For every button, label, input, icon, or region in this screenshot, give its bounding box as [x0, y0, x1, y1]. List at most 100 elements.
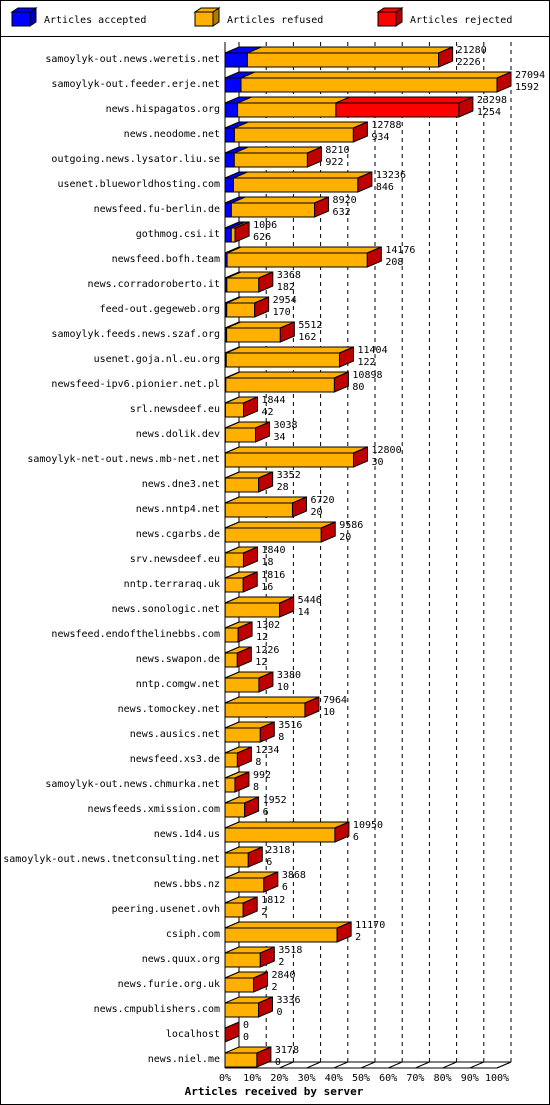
accepted-label: 0: [275, 1057, 281, 1068]
accepted-label: 8: [255, 757, 261, 768]
legend-swatch: [377, 11, 397, 27]
category-label: news.cmpublishers.com: [94, 1004, 220, 1015]
total-label: 1006: [253, 220, 277, 231]
bar-cap-shade: [337, 922, 352, 942]
category-label: news.quux.org: [142, 954, 220, 965]
category-label: newsfeeds.xmission.com: [88, 804, 220, 815]
bar-cap-shade: [238, 622, 253, 642]
bar-cap: [253, 971, 269, 993]
bar-segment: [224, 1002, 259, 1018]
bar-cap: [314, 196, 330, 218]
bar-segment: [224, 927, 338, 943]
bar-segment: [224, 877, 265, 893]
bar-cap-shade: [255, 422, 270, 442]
bar-top: [224, 921, 352, 929]
bar-top: [247, 46, 453, 54]
total-label: 3518: [278, 945, 302, 956]
total-label: 2840: [272, 970, 296, 981]
bar-cap-shade: [237, 647, 252, 667]
bar-segment: [224, 677, 260, 693]
bar-top: [224, 821, 350, 829]
accepted-label: 2: [355, 932, 361, 943]
category-label: nntp.terraraq.uk: [124, 579, 220, 590]
bar-segment: [224, 227, 232, 243]
total-label: 21280: [457, 45, 487, 56]
bar-segment: [232, 177, 359, 193]
category-label: samoylyk.feeds.news.szaf.org: [51, 329, 220, 340]
accepted-label: 18: [261, 557, 273, 568]
x-tick-label: 30%: [298, 1073, 316, 1084]
category-label: news.hispagatos.org: [106, 104, 220, 115]
accepted-label: 182: [277, 282, 295, 293]
bar-top: [231, 196, 329, 204]
legend-swatch-shade: [213, 8, 219, 26]
bar-cap-shade: [253, 972, 268, 992]
bar-cap: [496, 71, 512, 93]
bar-cap: [263, 871, 279, 893]
total-label: 1302: [256, 620, 280, 631]
bar-segment: [230, 202, 316, 218]
total-label: 3336: [276, 995, 300, 1006]
accepted-label: 20: [339, 532, 351, 543]
bar-cap-shade: [235, 222, 250, 242]
total-label: 8920: [333, 195, 357, 206]
bar-segment: [224, 77, 242, 93]
x-tick-label: 90%: [461, 1073, 479, 1084]
bar-cap: [243, 396, 259, 418]
accepted-label: 10: [277, 682, 289, 693]
bar-cap-shade: [256, 1047, 271, 1067]
bar-top: [234, 121, 368, 129]
accepted-label: 2: [272, 982, 278, 993]
accepted-label: 2: [278, 957, 284, 968]
category-label: news.sonologic.net: [112, 604, 220, 615]
legend-swatch: [11, 11, 31, 27]
total-label: 6720: [310, 495, 334, 506]
category-label: outgoing.news.lysator.liu.se: [51, 154, 220, 165]
bar-cap: [258, 271, 274, 293]
bar-cap: [279, 596, 295, 618]
bar-cap-shade: [258, 472, 273, 492]
category-label: samoylyk-net-out.news.mb-net.net: [27, 454, 220, 465]
category-label: news.corradoroberto.it: [88, 279, 220, 290]
bar-cap-shade: [357, 172, 372, 192]
x-tick-label: 0%: [219, 1073, 231, 1084]
accepted-label: 0: [243, 1032, 249, 1043]
bar-cap: [244, 796, 260, 818]
category-label: news.bbs.nz: [154, 879, 220, 890]
category-label: srl.newsdeef.eu: [130, 404, 220, 415]
total-label: 3038: [273, 420, 297, 431]
bar-segment: [224, 202, 232, 218]
bar-cap-shade: [234, 772, 249, 792]
bar-cap: [258, 671, 274, 693]
tick-mark: [442, 1061, 457, 1069]
category-label: samoylyk-out.news.tnetconsulting.net: [3, 854, 220, 865]
legend-label: Articles rejected: [410, 15, 512, 26]
accepted-label: 6: [282, 882, 288, 893]
bar-cap: [357, 171, 373, 193]
category-label: samoylyk-out.feeder.erje.net: [51, 79, 220, 90]
total-label: 992: [253, 770, 271, 781]
accepted-label: 846: [376, 182, 394, 193]
bar-cap: [438, 46, 454, 68]
tick-mark: [415, 1061, 430, 1069]
bar-segment: [224, 427, 256, 443]
bar-segment: [224, 652, 238, 668]
x-tick-label: 70%: [406, 1073, 424, 1084]
bar-cap-shade: [304, 697, 319, 717]
total-label: 2318: [266, 845, 290, 856]
category-label: usenet.goja.nl.eu.org: [94, 354, 220, 365]
bar-cap: [333, 371, 349, 393]
tick-mark: [496, 1061, 512, 1069]
bar-cap-shade: [353, 122, 368, 142]
bar-cap-shade: [237, 747, 252, 767]
category-label: news.1d4.us: [154, 829, 220, 840]
accepted-label: 16: [261, 582, 273, 593]
category-label: srv.newsdeef.eu: [130, 554, 220, 565]
accepted-label: 632: [333, 207, 351, 218]
bar-cap: [236, 646, 252, 668]
bar-cap: [236, 746, 252, 768]
accepted-label: 170: [273, 307, 291, 318]
category-label: newsfeed.bofh.team: [112, 254, 220, 265]
bar-segment: [224, 552, 244, 568]
accepted-label: 2: [261, 907, 267, 918]
